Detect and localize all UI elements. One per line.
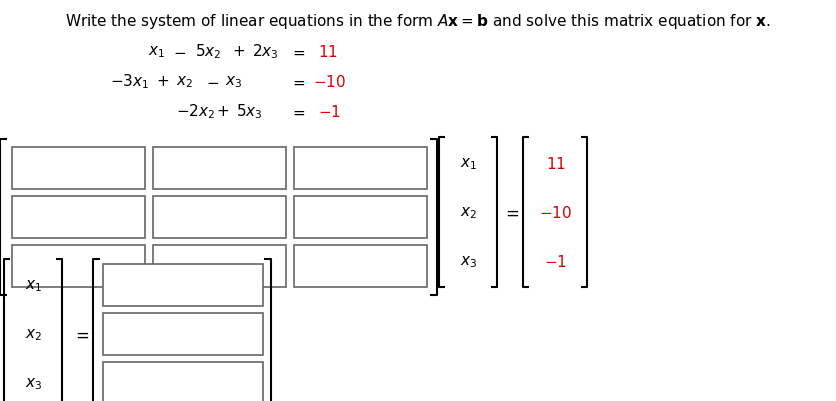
Bar (294, 245, 427, 287)
Bar (12, 148, 145, 190)
Text: $x_1$: $x_1$ (25, 277, 43, 293)
Text: $+$: $+$ (232, 45, 246, 59)
Text: $11$: $11$ (546, 156, 566, 172)
Text: $5x_3$: $5x_3$ (236, 102, 263, 121)
Text: $-1$: $-1$ (544, 253, 568, 269)
Bar (12, 245, 145, 287)
Text: $-10$: $-10$ (539, 205, 573, 221)
Text: $=$: $=$ (502, 203, 520, 221)
Text: $-1$: $-1$ (318, 104, 341, 120)
Bar (294, 148, 427, 190)
Bar (103, 264, 263, 306)
Text: $-2x_2$: $-2x_2$ (176, 102, 215, 121)
Text: $x_1$: $x_1$ (148, 44, 166, 60)
Text: $x_3$: $x_3$ (225, 74, 242, 90)
Text: $5x_2$: $5x_2$ (195, 43, 222, 61)
Text: $=$: $=$ (290, 74, 306, 89)
Text: $x_3$: $x_3$ (25, 375, 43, 391)
Text: $11$: $11$ (318, 44, 338, 60)
Text: $=$: $=$ (290, 104, 306, 119)
Bar (103, 313, 263, 355)
Text: $x_1$: $x_1$ (461, 156, 477, 171)
Text: $2x_3$: $2x_3$ (252, 43, 278, 61)
Text: $-$: $-$ (173, 45, 186, 59)
Text: $=$: $=$ (290, 45, 306, 59)
Text: $=$: $=$ (73, 325, 89, 343)
Text: $+$: $+$ (217, 104, 230, 119)
Bar (103, 362, 263, 401)
Text: $-10$: $-10$ (313, 74, 346, 90)
Text: Write the system of linear equations in the form $A\mathbf{x} = \mathbf{b}$ and : Write the system of linear equations in … (65, 12, 771, 31)
Text: $+$: $+$ (156, 74, 170, 89)
Text: $x_2$: $x_2$ (461, 205, 477, 220)
Bar (153, 245, 286, 287)
Bar (153, 196, 286, 239)
Text: $x_2$: $x_2$ (176, 74, 193, 90)
Text: $x_3$: $x_3$ (461, 253, 477, 269)
Text: $x_2$: $x_2$ (25, 326, 43, 342)
Text: $-$: $-$ (206, 74, 220, 89)
Text: $-3x_1$: $-3x_1$ (110, 73, 149, 91)
Bar (12, 196, 145, 239)
Bar (294, 196, 427, 239)
Bar (153, 148, 286, 190)
